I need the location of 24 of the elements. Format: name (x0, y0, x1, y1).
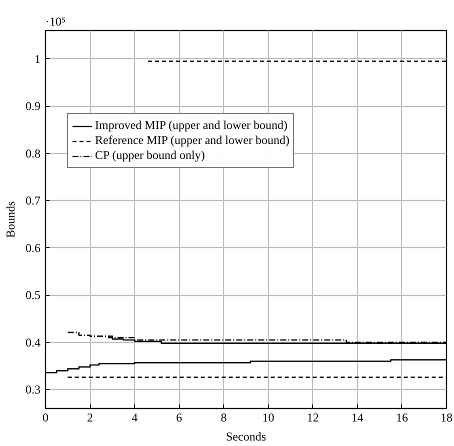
x-tick-label: 18 (440, 410, 452, 424)
x-axis-title: Seconds (226, 430, 266, 444)
y-tick-label: 0.7 (26, 194, 40, 208)
x-tick-label: 4 (132, 410, 138, 424)
legend-label: Reference MIP (upper and lower bound) (95, 133, 290, 148)
text: ·10⁵ (46, 14, 66, 28)
x-tick-label: 16 (396, 410, 408, 424)
y-tick-label: 0.3 (26, 382, 40, 397)
x-tick-label: 6 (176, 410, 182, 424)
y-tick-label: 1 (34, 52, 40, 66)
y-tick-label: 0.8 (26, 146, 40, 160)
y-axis-title: Bounds (4, 200, 18, 238)
y-tick-label: 0.5 (26, 288, 40, 302)
x-tick-label: 2 (87, 410, 94, 424)
x-tick-label: 8 (220, 410, 227, 424)
x-tick-label: 0 (42, 410, 48, 424)
x-tick-label: 12 (306, 410, 319, 424)
y-tick-label: 0.6 (26, 240, 40, 255)
x-tick-label: 10 (262, 410, 274, 424)
legend-label: Improved MIP (upper and lower bound) (95, 118, 288, 133)
x-tick-label: 14 (351, 410, 364, 424)
y-tick-label: 0.9 (26, 99, 40, 114)
y-tick-label: 0.4 (26, 335, 40, 350)
legend-label: CP (upper bound only) (95, 148, 205, 163)
